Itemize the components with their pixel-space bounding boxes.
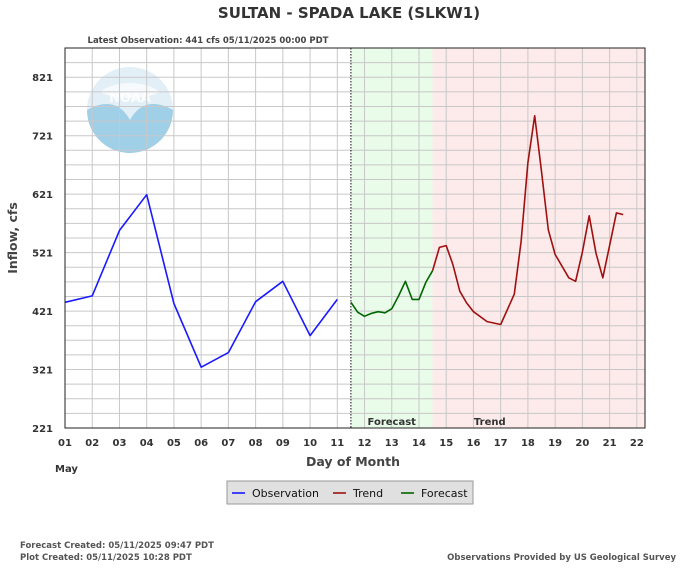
x-tick-label: 15: [439, 438, 453, 449]
y-tick-label: 821: [32, 73, 53, 84]
y-tick-label: 221: [32, 424, 53, 435]
series-line-forecast: [350, 270, 434, 318]
plot-created-text: Plot Created: 05/11/2025 10:28 PDT: [20, 553, 192, 563]
series-line-trend: [431, 115, 624, 326]
x-tick-label: 19: [548, 438, 562, 449]
x-tick-labels: 01 02 03 04 05 06 07 08 09 10 11 12 13 14 15 16 17 18 19 20…: [58, 438, 644, 449]
x-tick-label: 17: [494, 438, 508, 449]
forecast-region-label: Forecast: [368, 417, 417, 428]
x-tick-label: 06: [194, 438, 208, 449]
x-tick-label: 12: [358, 438, 372, 449]
x-tick-label: 03: [112, 438, 126, 449]
x-tick-label: 05: [167, 438, 181, 449]
legend-label-trend: Trend: [352, 487, 383, 500]
trend-region-label: Trend: [474, 417, 506, 428]
legend: Observation Trend Forecast: [226, 480, 474, 505]
y-tick-label: 421: [32, 307, 53, 318]
x-tick-label: 13: [385, 438, 399, 449]
x-tick-label: 08: [249, 438, 263, 449]
x-tick-label: 20: [575, 438, 589, 449]
x-tick-label: 04: [140, 438, 154, 449]
forecast-created-text: Forecast Created: 05/11/2025 09:47 PDT: [20, 541, 214, 551]
x-tick-label: 11: [330, 438, 344, 449]
x-tick-label: 18: [521, 438, 535, 449]
noaa-logo-text: NOAA: [109, 91, 151, 106]
noaa-logo: NOAA: [87, 67, 173, 153]
y-tick-label: 721: [32, 132, 53, 143]
x-tick-label: 07: [221, 438, 235, 449]
x-tick-label: 14: [412, 438, 426, 449]
y-axis-label: Inflow, cfs: [5, 202, 20, 274]
y-tick-label: 521: [32, 249, 53, 260]
latest-observation-text: Latest Observation: 441 cfs 05/11/2025 0…: [88, 36, 329, 46]
legend-label-observation: Observation: [252, 487, 319, 500]
x-tick-label: 22: [630, 438, 644, 449]
series-line-observation: [64, 193, 338, 368]
y-tick-labels: 221 321 421 521 621 721 821: [32, 73, 53, 435]
x-tick-label: 16: [466, 438, 480, 449]
legend-label-forecast: Forecast: [421, 487, 468, 500]
plot-border: [64, 47, 646, 429]
x-tick-label: 21: [603, 438, 617, 449]
x-tick-label: 01: [58, 438, 72, 449]
x-tick-label: 10: [303, 438, 317, 449]
x-tick-label: 02: [85, 438, 99, 449]
x-tick-label: 09: [276, 438, 290, 449]
data-source-text: Observations Provided by US Geological S…: [447, 553, 676, 563]
series-lines: [64, 115, 624, 368]
chart-title: SULTAN - SPADA LAKE (SLKW1): [218, 4, 480, 22]
month-label: May: [55, 464, 78, 475]
y-tick-label: 621: [32, 190, 53, 201]
x-axis-label: Day of Month: [306, 454, 400, 469]
y-tick-label: 321: [32, 366, 53, 377]
